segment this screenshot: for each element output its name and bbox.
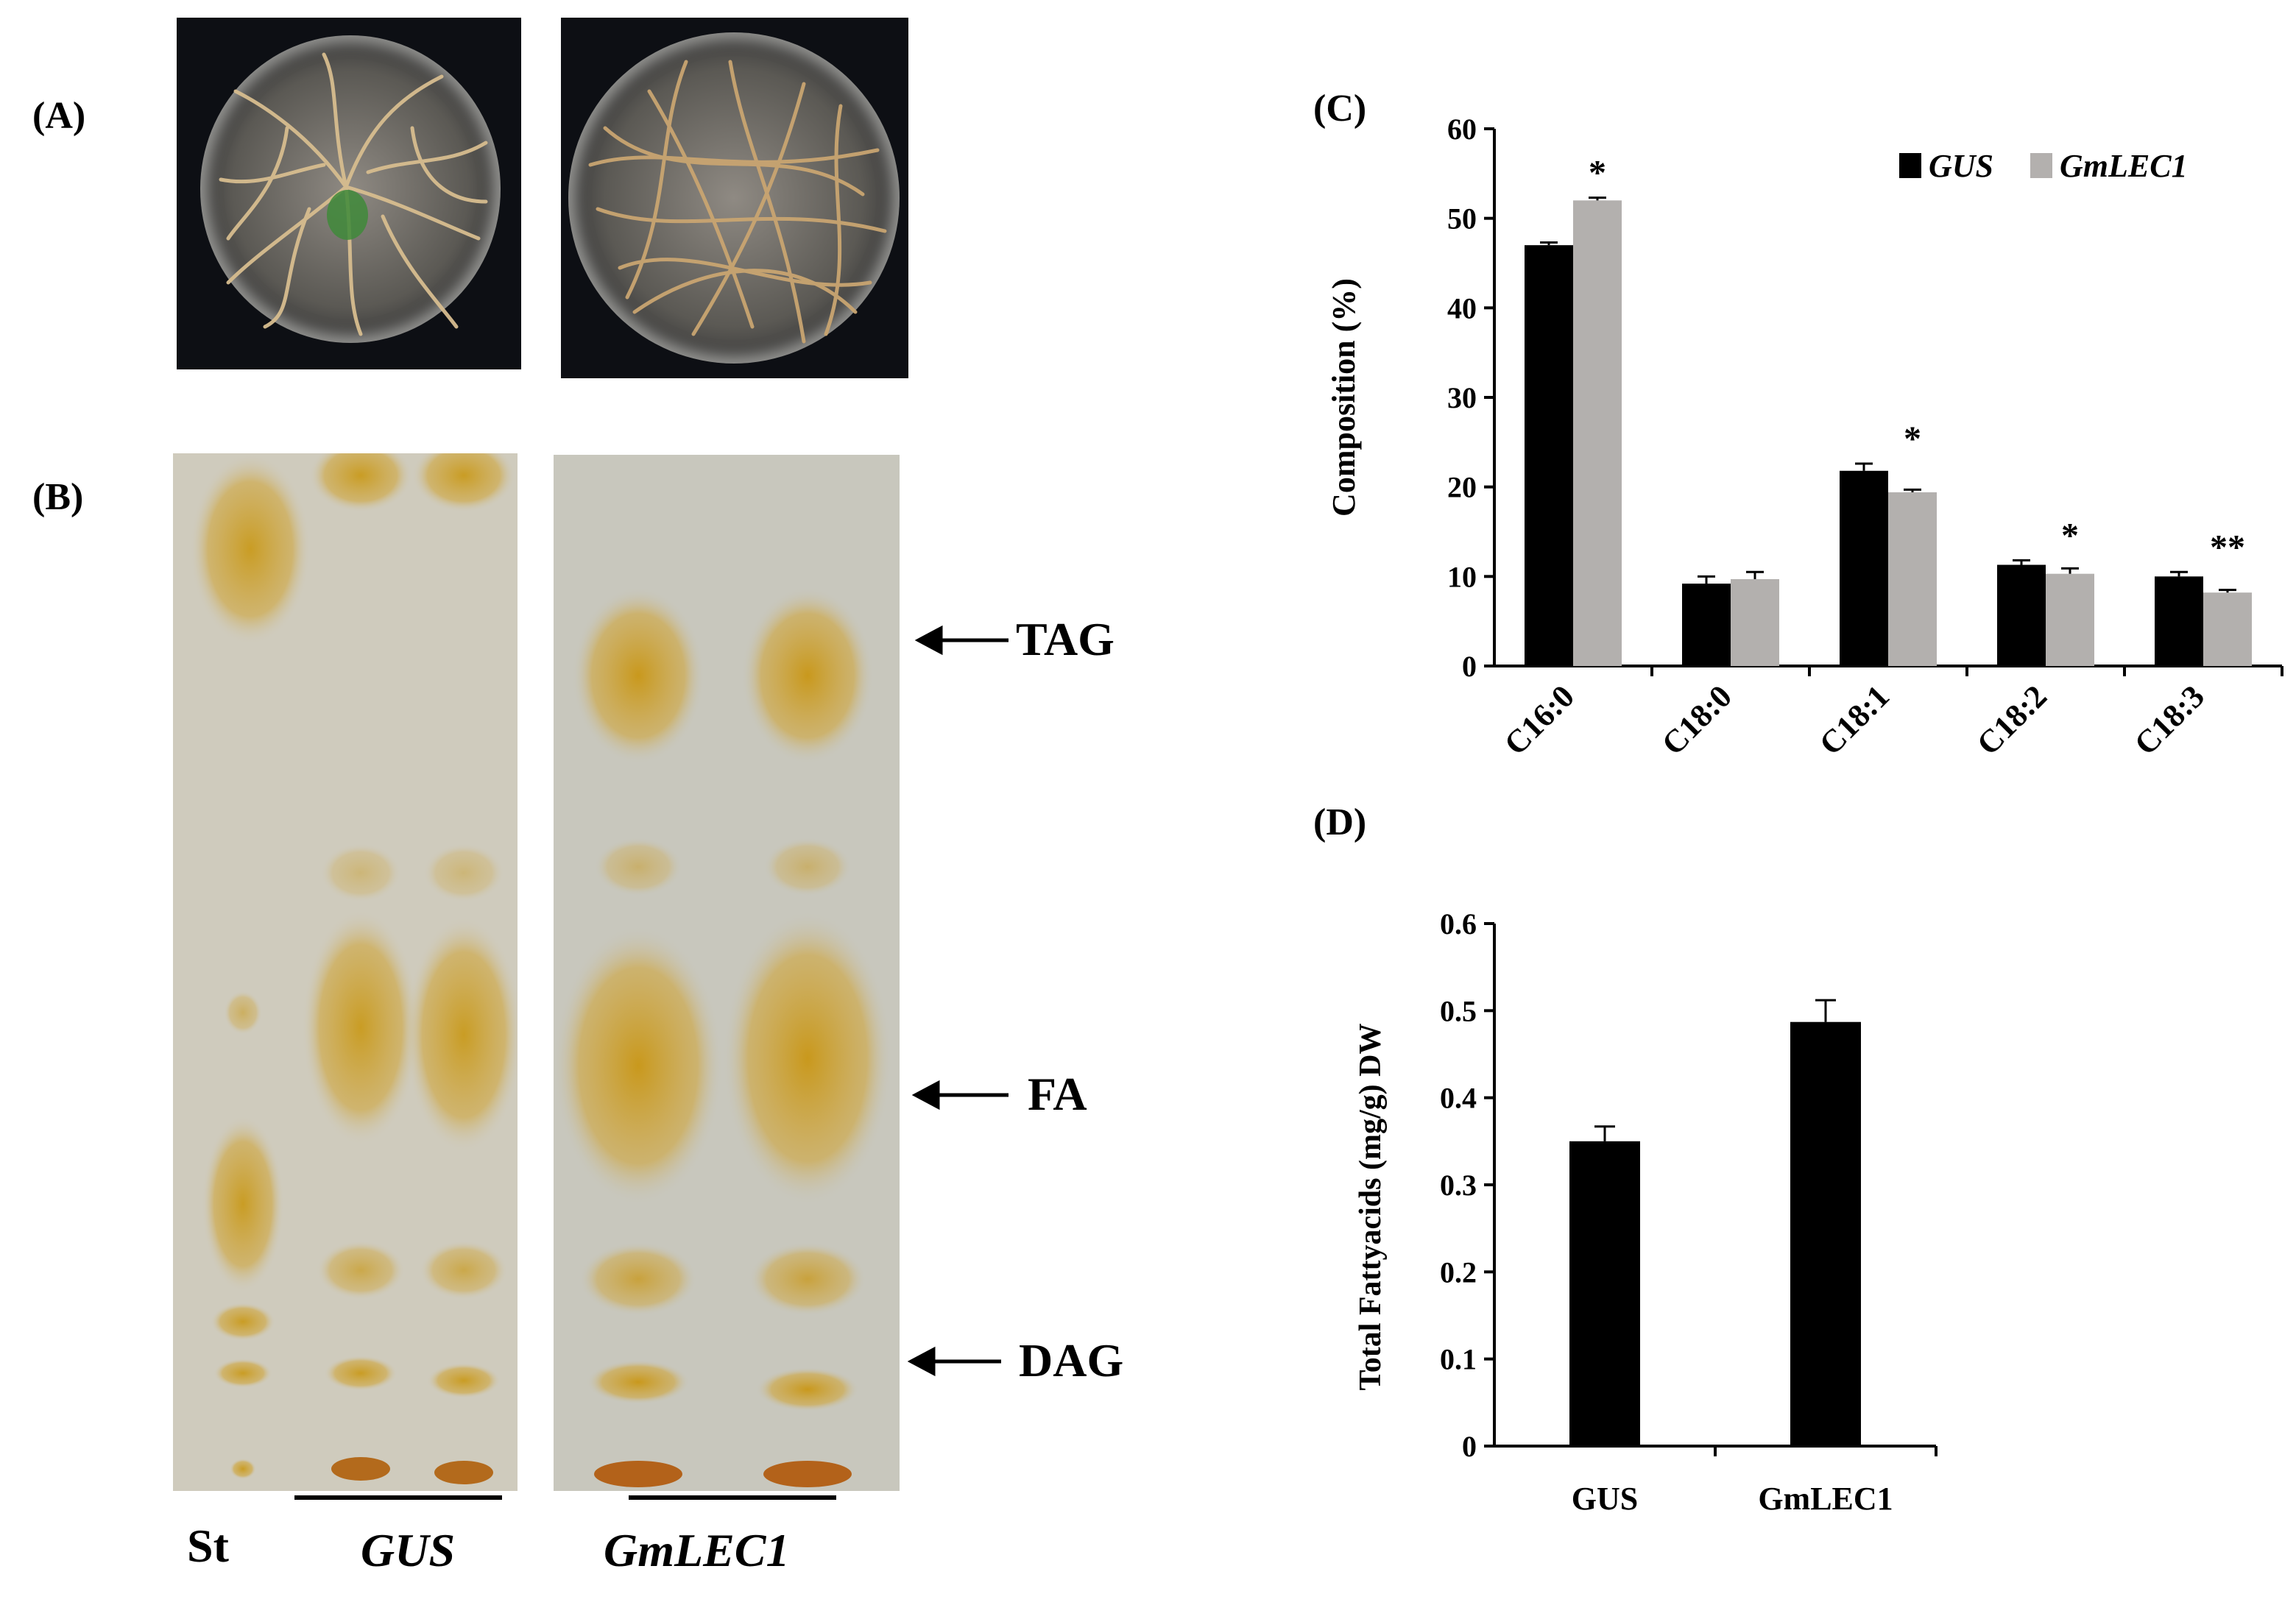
y-tick-label: 50 [1447,202,1477,235]
tlc-arrows [907,625,1009,1377]
bar-gus-c18-1 [1840,470,1888,666]
y-tick-label: 0.6 [1440,907,1477,940]
y-tick-label: 0.3 [1440,1169,1477,1202]
lane-label-gus: GUS [361,1524,456,1576]
y-tick-label: 40 [1447,291,1477,325]
tlc-plate-left [173,453,518,1491]
y-tick-label: 0.4 [1440,1082,1477,1115]
hairy-roots-gmlec1-drawing [588,60,887,344]
significance-marker: * [1904,419,1921,458]
bar-gus-c16-0 [1525,245,1573,666]
y-tick-label: 0.2 [1440,1255,1477,1289]
y-axis-label: Total Fattyacids (mg/g) DW [1354,1024,1388,1391]
legend-label-gus: GUS [1929,148,1993,184]
y-tick-label: 0.5 [1440,994,1477,1027]
x-tick-label: C18:0 [1655,678,1739,762]
y-tick-label: 30 [1447,381,1477,414]
x-tick-label: C18:1 [1812,678,1896,762]
significance-marker: ** [2210,528,2245,567]
bar-gus-c18-3 [2155,576,2203,666]
fa-band-label: FA [1028,1068,1087,1120]
gus-lane-underline [294,1495,502,1500]
bar-gmlec1-c18-2 [2046,573,2094,666]
bar-gus-c18-0 [1682,584,1731,666]
lane-label-st: St [187,1520,229,1572]
x-tick-label: GmLEC1 [1758,1481,1893,1517]
bar-gmlec1-c18-1 [1888,492,1937,666]
bar-gmlec1 [1790,1021,1861,1446]
tlc-plate-right [554,455,900,1491]
bar-gus-c18-2 [1997,564,2046,666]
y-tick-label: 0 [1462,650,1477,683]
petri-dish-photo-gus [177,18,521,369]
legend-label-gmlec1: GmLEC1 [2060,148,2188,184]
x-tick-label: C18:2 [1970,678,2054,762]
dag-band-label: DAG [1019,1334,1124,1386]
fatty-acid-composition-chart: 0 10 20 30 40 50 60 * C16:0 C18:0 * C18:1 * C18:2 ** C1… [1326,113,2283,762]
x-tick-label: C16:0 [1497,678,1581,762]
y-tick-label: 20 [1447,471,1477,504]
gmlec1-lane-underline [629,1495,836,1500]
y-tick-label: 0.1 [1440,1343,1477,1376]
y-tick-label: 10 [1447,560,1477,593]
bar-gmlec1-c18-0 [1731,578,1779,666]
hairy-roots-gus-drawing [219,52,488,336]
y-tick-label: 0 [1462,1430,1477,1463]
tlc-plate-right-spots [554,587,892,1487]
bar-gus [1569,1141,1640,1446]
legend-swatch-gus [1899,153,1921,178]
panel-label-b: (B) [32,476,84,518]
panel-label-c: (C) [1313,88,1367,130]
x-tick-label: C18:3 [2127,678,2211,762]
total-fatty-acids-chart: 0 0.1 0.2 0.3 0.4 0.5 0.6 GUS GmLEC1 Total Fattya… [1354,907,1938,1517]
bar-gmlec1-c16-0 [1573,200,1622,666]
significance-marker: * [1589,154,1606,193]
panel-label-a: (A) [32,95,86,137]
petri-dish-photo-gmlec1 [561,18,908,378]
y-tick-label: 60 [1447,113,1477,146]
tag-band-label: TAG [1016,613,1115,665]
panel-label-d: (D) [1313,801,1367,843]
significance-marker: * [2061,516,2079,555]
tlc-plate-left-spots [190,453,518,1484]
legend-swatch-gmlec1 [2030,153,2052,178]
lane-label-gmlec1: GmLEC1 [604,1524,790,1576]
y-axis-label: Composition (%) [1326,278,1362,517]
bar-gmlec1-c18-3 [2203,592,2252,666]
x-tick-label: GUS [1572,1481,1638,1517]
